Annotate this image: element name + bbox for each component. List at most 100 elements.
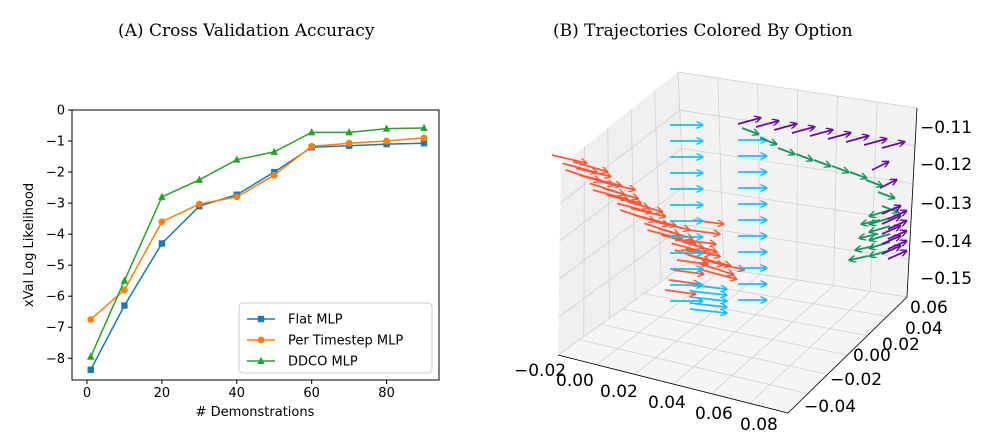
trajectory-arrow	[592, 189, 627, 199]
y-tick: −0.04	[804, 397, 856, 417]
y-tick: 0.00	[853, 346, 891, 366]
trajectory-arrow	[881, 142, 904, 149]
series-group	[86, 123, 428, 373]
chart-a: 0 20 40 60 80 0 −1 −2 −3 −4 −5 −6 −7 −8 # Demonstrat…	[22, 104, 440, 420]
trajectory-arrow	[827, 133, 850, 140]
trajectory-arrow	[672, 269, 703, 274]
data-point	[86, 352, 95, 360]
data-point	[120, 276, 129, 284]
data-point	[87, 316, 95, 323]
data-point	[195, 200, 203, 208]
y-tick: −0.02	[830, 370, 882, 390]
series-ddco-mlp	[86, 123, 428, 360]
x-tick: −0.02	[514, 361, 566, 381]
grid-line	[583, 146, 585, 337]
chart-a-frame	[71, 109, 440, 381]
x-tick-label: 60	[303, 386, 320, 401]
trajectory-arrow	[849, 171, 866, 178]
trajectory-arrow	[603, 187, 637, 198]
trajectory-arrow	[676, 259, 707, 264]
z-axis-line	[906, 107, 918, 298]
trajectory-arrow	[755, 121, 778, 128]
grid-line	[654, 90, 662, 282]
axis-lines	[557, 107, 918, 414]
x-axis-line	[557, 354, 789, 414]
chart-b-3d: −0.02 0.00 0.02 0.04 0.06 0.08 −0.04 −0.…	[514, 71, 972, 435]
trajectory-arrow	[871, 162, 888, 171]
trajectory-arrow	[870, 241, 891, 248]
legend-marker	[257, 356, 265, 364]
data-point	[158, 192, 166, 200]
legend-box	[238, 302, 433, 374]
trajectory-arrow	[870, 225, 891, 232]
trajectory-arrow	[572, 160, 607, 172]
trajectory-arrow	[877, 191, 894, 198]
y-tick-labels: −0.04 −0.02 0.00 0.02 0.04 0.06	[804, 298, 948, 417]
trajectory-arrow	[870, 217, 891, 224]
z-tick: −0.13	[920, 194, 972, 214]
series-line	[90, 127, 425, 358]
trajectory-arrow	[881, 206, 900, 215]
y-tick-label: −4	[46, 228, 65, 243]
trajectory-arrow	[881, 246, 900, 255]
series-per-timestep-mlp	[87, 134, 428, 323]
trajectory-arrow	[689, 284, 726, 289]
data-point	[233, 193, 241, 201]
z-tick: −0.11	[920, 118, 972, 138]
y-tick-label: −8	[46, 352, 65, 367]
x-tick: 0.02	[600, 382, 638, 402]
grid-line	[796, 89, 798, 281]
trajectory-arrow	[850, 255, 869, 260]
x-axis-label: # Demonstrations	[196, 405, 315, 420]
z-tick: −0.15	[920, 269, 972, 289]
data-point	[195, 175, 204, 183]
trajectory-arrow	[709, 260, 743, 270]
trajectory-arrow	[863, 139, 886, 146]
trajectory-arrow	[870, 233, 891, 240]
trajectory-arrow	[684, 239, 715, 244]
series-line	[90, 142, 425, 371]
y-axis-ticks: 0 −1 −2 −3 −4 −5 −6 −7 −8	[46, 104, 72, 367]
data-point	[232, 155, 241, 163]
z-tick: −0.14	[920, 232, 972, 252]
grid-line	[558, 224, 686, 318]
data-point	[121, 286, 128, 294]
trajectory-arrow	[777, 147, 794, 154]
data-point	[420, 140, 428, 147]
x-tick: 0.06	[695, 404, 733, 424]
data-point	[420, 123, 428, 131]
data-point	[383, 137, 390, 145]
trajectory-arrow	[668, 279, 699, 284]
chart-b-title: (B) Trajectories Colored By Option	[553, 21, 853, 41]
y-axis-line	[787, 296, 908, 414]
x-axis-ticks: 0 20 40 60 80	[83, 380, 395, 401]
data-point	[158, 240, 166, 247]
trajectory-arrow	[845, 136, 868, 143]
legend-marker	[257, 315, 265, 323]
x-tick: 0.08	[740, 415, 778, 435]
data-point	[420, 134, 428, 142]
trajectory-arrow	[616, 202, 651, 212]
x-tick-label: 80	[378, 386, 395, 401]
y-axis-label: xVal Log Likelihood	[22, 183, 37, 307]
trajectory-arrow	[664, 289, 695, 294]
trajectory-arrow	[881, 236, 900, 245]
trajectory-arrow	[737, 118, 760, 125]
y-tick: 0.06	[910, 298, 948, 318]
trajectory-arrow	[689, 308, 726, 313]
data-point	[308, 142, 316, 150]
trajectory-arrow	[654, 220, 689, 230]
grid-line	[869, 101, 878, 292]
grid-line	[558, 186, 684, 280]
y-tick-label: −5	[46, 259, 65, 274]
x-tick-label: 0	[83, 386, 91, 401]
x-tick-label: 20	[154, 386, 171, 401]
legend-marker	[257, 336, 265, 344]
trajectory-arrow	[759, 137, 776, 144]
grid-line	[681, 148, 914, 184]
data-point	[345, 139, 353, 147]
trajectory-arrow	[606, 194, 641, 203]
data-point	[158, 218, 166, 226]
trajectory-arrow	[627, 200, 662, 212]
